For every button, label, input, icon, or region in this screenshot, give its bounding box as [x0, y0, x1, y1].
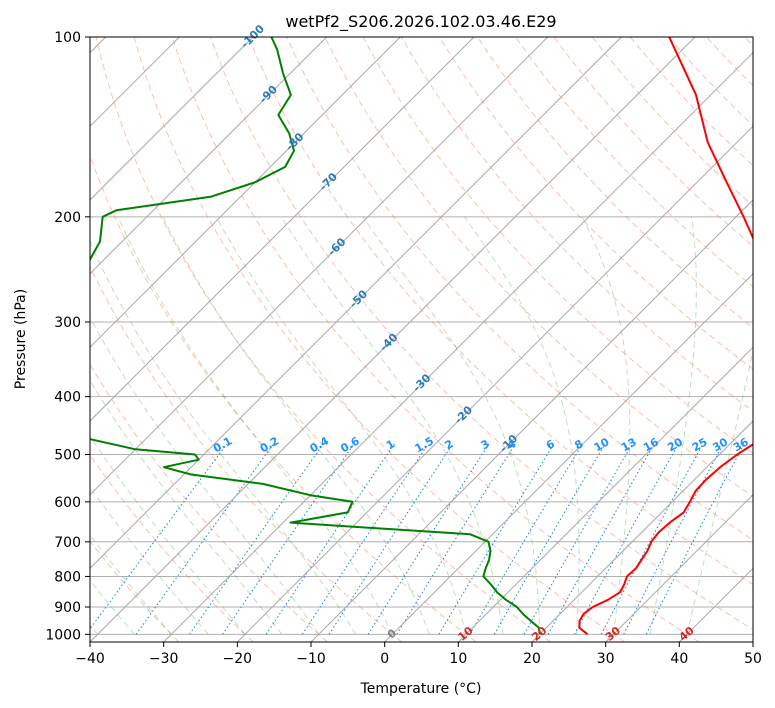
y-tick-label: 700	[54, 535, 81, 551]
dry-adiabat-line	[95, 37, 551, 642]
sounding-profiles	[90, 37, 753, 636]
isotherm-line	[90, 37, 549, 496]
mixing-ratio-line	[547, 443, 655, 635]
moist-adiabat-line	[464, 216, 580, 635]
moist-adiabat-line	[117, 216, 393, 635]
dry-adiabat-line	[477, 37, 753, 329]
moist-adiabat-line	[90, 486, 209, 635]
isotherm-line	[310, 199, 753, 642]
x-tick-label: 50	[744, 651, 762, 667]
x-tick-label: 10	[449, 651, 467, 667]
y-tick-label: 600	[54, 495, 81, 511]
moist-adiabat-line	[649, 216, 697, 635]
isotherm-line	[236, 125, 753, 642]
mixing-ratio-line	[189, 443, 324, 635]
y-tick-label: 100	[54, 30, 81, 46]
moist-adiabat-line	[90, 624, 99, 635]
chart-title: wetPf2_S206.2026.102.03.46.E29	[285, 12, 556, 32]
dry-adiabat-line	[248, 37, 753, 586]
temperature-profile	[578, 37, 753, 636]
y-tick-label: 500	[54, 448, 81, 464]
isotherm-line	[752, 641, 753, 642]
moist-adiabat-line	[90, 240, 356, 635]
moist-adiabat-line	[90, 316, 320, 635]
mixing-ratio-line	[574, 443, 679, 635]
x-tick-label: 20	[523, 651, 541, 667]
isotherm-line	[90, 37, 475, 422]
isotherm-line	[90, 37, 696, 642]
moist-adiabat-line	[162, 216, 430, 635]
dry-adiabat-line	[324, 37, 753, 498]
x-tick-label: −30	[149, 651, 179, 667]
mixing-ratio-line	[367, 443, 490, 635]
isotherm-line	[90, 37, 328, 275]
x-tick-label: 30	[597, 651, 615, 667]
x-tick-label: 40	[670, 651, 688, 667]
background-lines	[90, 37, 753, 642]
mixing-ratio-line	[396, 443, 516, 635]
mixing-ratio-line	[523, 443, 633, 635]
x-tick-label: −20	[223, 651, 253, 667]
mixing-ratio-line	[438, 443, 555, 635]
isotherm-line	[90, 37, 254, 201]
plot-background	[90, 37, 753, 642]
x-tick-label: 0	[380, 651, 389, 667]
y-axis-title: Pressure (hPa)	[13, 289, 29, 389]
dry-adiabat-line	[362, 37, 753, 455]
isotherm-line	[163, 51, 753, 642]
dry-adiabat-line	[90, 154, 477, 642]
dry-adiabat-line	[90, 363, 328, 642]
y-tick-label: 1000	[45, 627, 81, 643]
y-tick-label: 400	[54, 390, 81, 406]
plot-frame	[89, 36, 754, 643]
mixing-ratio-line	[493, 443, 606, 635]
isotherm-line	[457, 346, 753, 642]
dry-adiabat-line	[171, 37, 700, 642]
y-tick-label: 300	[54, 315, 81, 331]
dry-adiabat-line	[133, 37, 625, 642]
x-tick-label: −40	[75, 651, 105, 667]
mixing-ratio-line	[469, 443, 583, 635]
moist-adiabat-line	[581, 216, 631, 635]
y-tick-label: 800	[54, 569, 81, 585]
axes: −40 −30 −20 −10 0 10 20 30 40 50 100 200 300 400 500 60…	[45, 30, 762, 667]
dry-adiabat-line	[210, 37, 753, 631]
mixing-ratio-line	[135, 443, 275, 635]
dry-adiabat-line	[591, 37, 753, 207]
moist-adiabat-line	[215, 216, 467, 635]
isotherm-line	[90, 37, 622, 570]
x-tick-label: −10	[296, 651, 326, 667]
dry-adiabat-line	[553, 37, 753, 247]
dry-adiabat-line	[400, 37, 753, 412]
moist-adiabat-line	[90, 379, 283, 635]
dewpoint-profile	[90, 37, 541, 635]
y-tick-label: 900	[54, 600, 81, 616]
mixing-ratio-line	[222, 443, 355, 635]
isotherm-line	[531, 420, 753, 642]
isotherm-line	[605, 493, 753, 642]
x-axis-title: Temperature (°C)	[360, 681, 482, 697]
moist-adiabat-line	[90, 435, 246, 635]
dry-adiabat-line	[90, 265, 403, 642]
isotherm-line	[90, 37, 401, 349]
y-tick-label: 200	[54, 210, 81, 226]
mixing-ratio-line	[328, 443, 454, 635]
